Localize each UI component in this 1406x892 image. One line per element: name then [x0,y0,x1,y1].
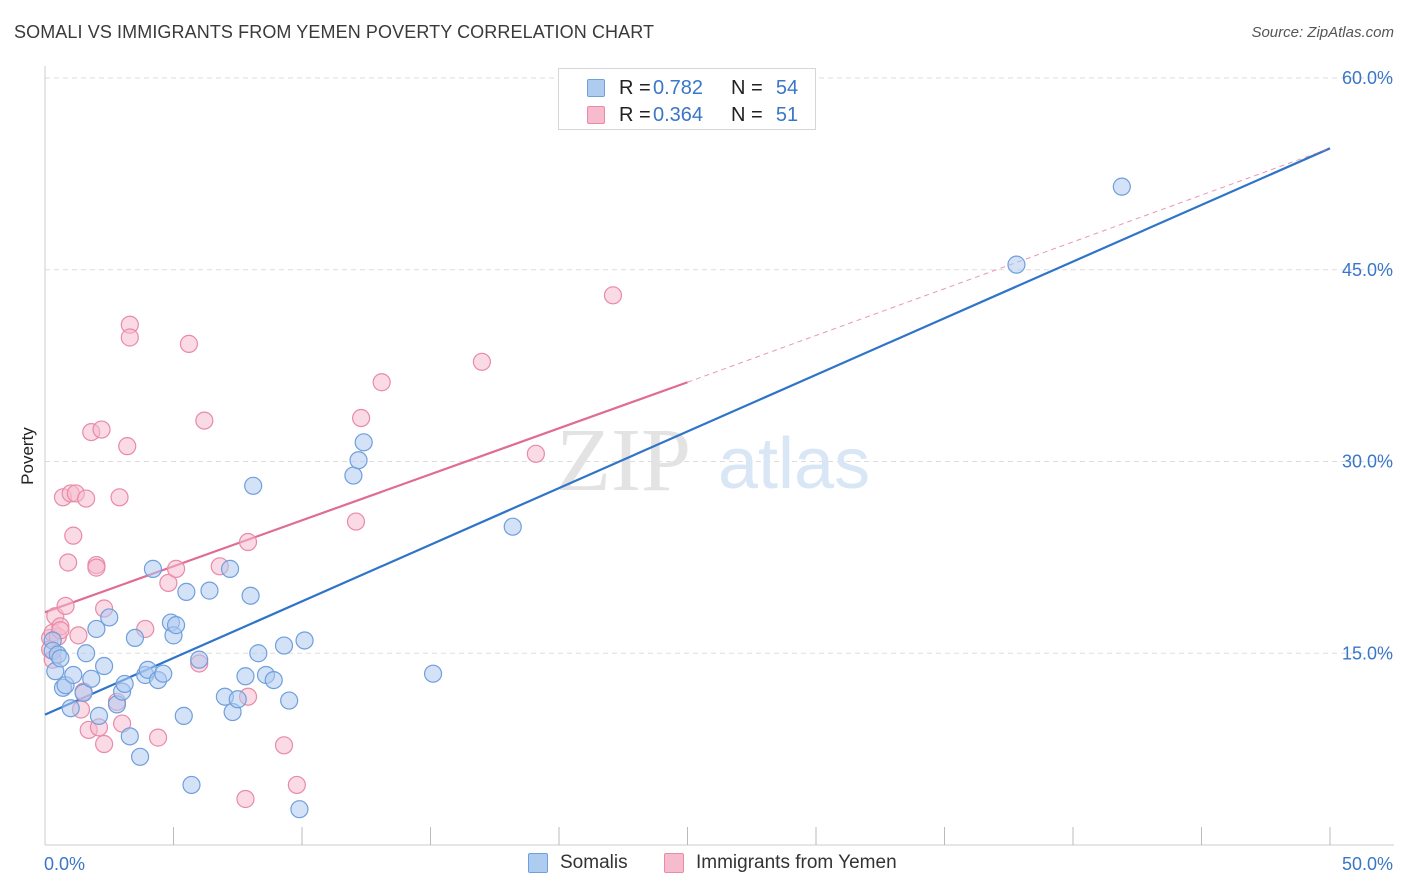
yemen-point [352,408,371,428]
somalis-point [200,581,219,600]
somalis-point [228,690,247,709]
somalis-point [143,559,163,578]
somalis-point [190,650,209,669]
somalis-point [166,616,186,635]
yemen-point [118,437,137,456]
yemen-point [179,334,199,353]
somalis-point [120,727,139,746]
yemen-point [472,352,491,371]
yemen-point [166,559,186,578]
r-value: 0.782 [653,77,704,99]
somalis-point [95,656,114,676]
n-value: 54 [775,77,799,99]
yemen-point [92,420,111,439]
somalis-point [274,636,294,655]
somalis-point [64,665,83,685]
yemen-point [238,532,258,552]
somalis-swatch [587,79,605,97]
n-label: N = [731,77,763,99]
yemen-trend-extension [687,147,1331,383]
yemen-point [87,558,106,577]
y-tick-label: 15.0% [1342,643,1393,663]
somalis-point [74,683,93,702]
chart-title: SOMALI VS IMMIGRANTS FROM YEMEN POVERTY … [14,22,655,42]
trend-lines [44,147,1331,716]
somalis-point [349,451,368,470]
somalis-point [354,433,373,452]
somalis-point [264,670,283,690]
somalis-point [220,559,240,578]
yemen-point [346,512,366,531]
y-tick-label: 45.0% [1342,260,1393,280]
somalis-point [177,582,196,601]
somalis-point [125,628,145,648]
somalis-point [244,476,263,495]
somalis-point [61,699,80,718]
somalis-trend-line [44,147,1331,716]
legend-label: Immigrants from Yemen [696,852,897,873]
yemen-point [372,373,391,392]
watermark: ZIP atlas [556,411,870,510]
yemen-swatch [587,106,605,124]
source-label: Source: ZipAtlas.com [1251,24,1394,41]
somalis-point [174,706,193,725]
somalis-point [115,674,134,694]
yemen-point [59,553,78,572]
somalis-point [241,586,260,605]
somalis-point [89,706,109,725]
somalis-point [87,619,106,639]
r-value: 0.364 [653,104,704,126]
yemen-point [120,328,139,347]
axes [44,66,1394,846]
yemen-point [56,596,75,616]
somalis-point [503,517,522,536]
yemen-swatch [664,853,684,873]
yemen-point [159,573,178,593]
yemen-point [95,734,114,754]
yemen-point [64,526,83,545]
somalis-point [249,644,268,663]
somalis-point [130,747,150,766]
somalis-swatch [528,853,548,873]
r-label: R = [619,104,651,126]
gridlines [45,77,1394,654]
somalis-point [100,608,119,627]
n-label: N = [731,104,763,126]
somalis-point [344,466,363,485]
somalis-point [182,775,201,795]
y-tick-label: 30.0% [1342,452,1393,472]
yemen-point [69,626,88,645]
yemen-point [195,411,214,430]
somalis-point [51,649,70,668]
tick-labels: 15.0% 30.0% 45.0% 60.0% 0.0% 50.0% [44,68,1393,874]
yemen-point [110,488,129,507]
stats-legend: R = 0.782 N = 54 R = 0.364 N = 51 [558,68,816,130]
somalis-point [1112,177,1131,196]
y-tick-label: 60.0% [1342,68,1393,88]
legend-label: Somalis [560,852,628,873]
yemen-point [236,789,255,809]
x-tick-label: 50.0% [1342,854,1393,874]
r-label: R = [619,77,651,99]
somalis-point [236,667,255,686]
yemen-point [274,736,294,755]
yemen-point [526,444,545,463]
somalis-point [290,800,309,819]
yemen-point [77,489,96,508]
x-tick-label: 0.0% [44,854,85,874]
somalis-point [423,664,443,683]
n-value: 51 [775,104,799,126]
watermark-atlas: atlas [718,424,870,504]
somalis-point [154,664,173,683]
yemen-point [287,775,306,795]
somalis-point [77,644,96,663]
data-points [41,177,1131,819]
somalis-point [280,691,299,710]
yemen-point [603,286,623,305]
somalis-point [82,669,101,688]
somalis-point [295,631,314,650]
somalis-point [1007,255,1026,274]
yemen-point [148,728,168,747]
